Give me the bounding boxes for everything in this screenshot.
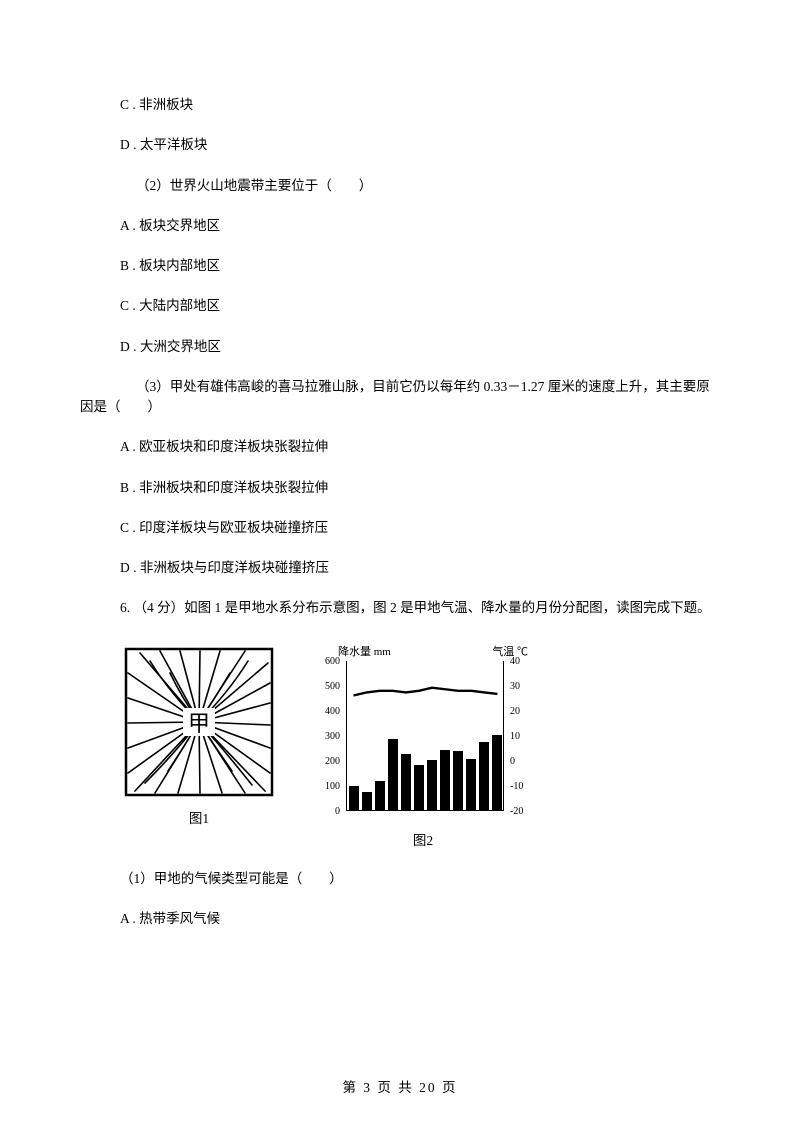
figure-1-caption: 图1 [189, 807, 209, 827]
figure-2-block: 降水量 mm 气温 ℃ 6005004003002001000 40302010… [318, 643, 528, 849]
q3-stem: （3）甲处有雄伟高峻的喜马拉雅山脉，目前它仍以每年约 0.33－1.27 厘米的… [80, 377, 720, 418]
q3-opt-b: B . 非洲板块和印度洋板块张裂拉伸 [80, 478, 720, 498]
right-tick: -20 [510, 806, 523, 817]
q2-opt-d: D . 大洲交界地区 [80, 337, 720, 357]
opt-d-prev: D . 太平洋板块 [80, 135, 720, 155]
right-tick: -10 [510, 781, 523, 792]
figure-2-caption: 图2 [413, 829, 433, 849]
right-tick: 20 [510, 706, 520, 717]
q6-stem: 6. （4 分）如图 1 是甲地水系分布示意图，图 2 是甲地气温、降水量的月份… [80, 598, 720, 618]
figure-1-center-char: 甲 [188, 711, 210, 736]
figure-1-svg: 甲 [120, 643, 278, 801]
q3-opt-a: A . 欧亚板块和印度洋板块张裂拉伸 [80, 437, 720, 457]
page-footer: 第 3 页 共 20 页 [0, 1076, 800, 1096]
left-tick: 600 [325, 656, 340, 667]
q3-opt-d: D . 非洲板块与印度洋板块碰撞挤压 [80, 558, 720, 578]
q6-opt-a: A . 热带季风气候 [80, 909, 720, 929]
right-tick: 0 [510, 756, 515, 767]
q6-sub1: （1）甲地的气候类型可能是（ ） [80, 869, 720, 889]
left-tick: 500 [325, 681, 340, 692]
left-tick: 200 [325, 756, 340, 767]
temperature-line [347, 661, 504, 818]
climate-chart: 降水量 mm 气温 ℃ 6005004003002001000 40302010… [318, 643, 528, 823]
left-tick: 100 [325, 781, 340, 792]
left-tick: 0 [335, 806, 340, 817]
q2-opt-b: B . 板块内部地区 [80, 256, 720, 276]
right-tick: 10 [510, 731, 520, 742]
left-tick: 400 [325, 706, 340, 717]
q2-opt-a: A . 板块交界地区 [80, 216, 720, 236]
right-tick: 40 [510, 656, 520, 667]
figure-1-block: 甲 图1 [120, 643, 278, 827]
q2-stem: （2）世界火山地震带主要位于（ ） [80, 176, 720, 196]
left-tick: 300 [325, 731, 340, 742]
q2-opt-c: C . 大陆内部地区 [80, 296, 720, 316]
q3-opt-c: C . 印度洋板块与欧亚板块碰撞挤压 [80, 518, 720, 538]
precip-axis-label: 降水量 mm [338, 643, 391, 659]
opt-c-prev: C . 非洲板块 [80, 95, 720, 115]
chart-plot-area [346, 661, 504, 811]
right-tick: 30 [510, 681, 520, 692]
figures-row: 甲 图1 降水量 mm 气温 ℃ 6005004003002001000 403… [120, 643, 720, 849]
